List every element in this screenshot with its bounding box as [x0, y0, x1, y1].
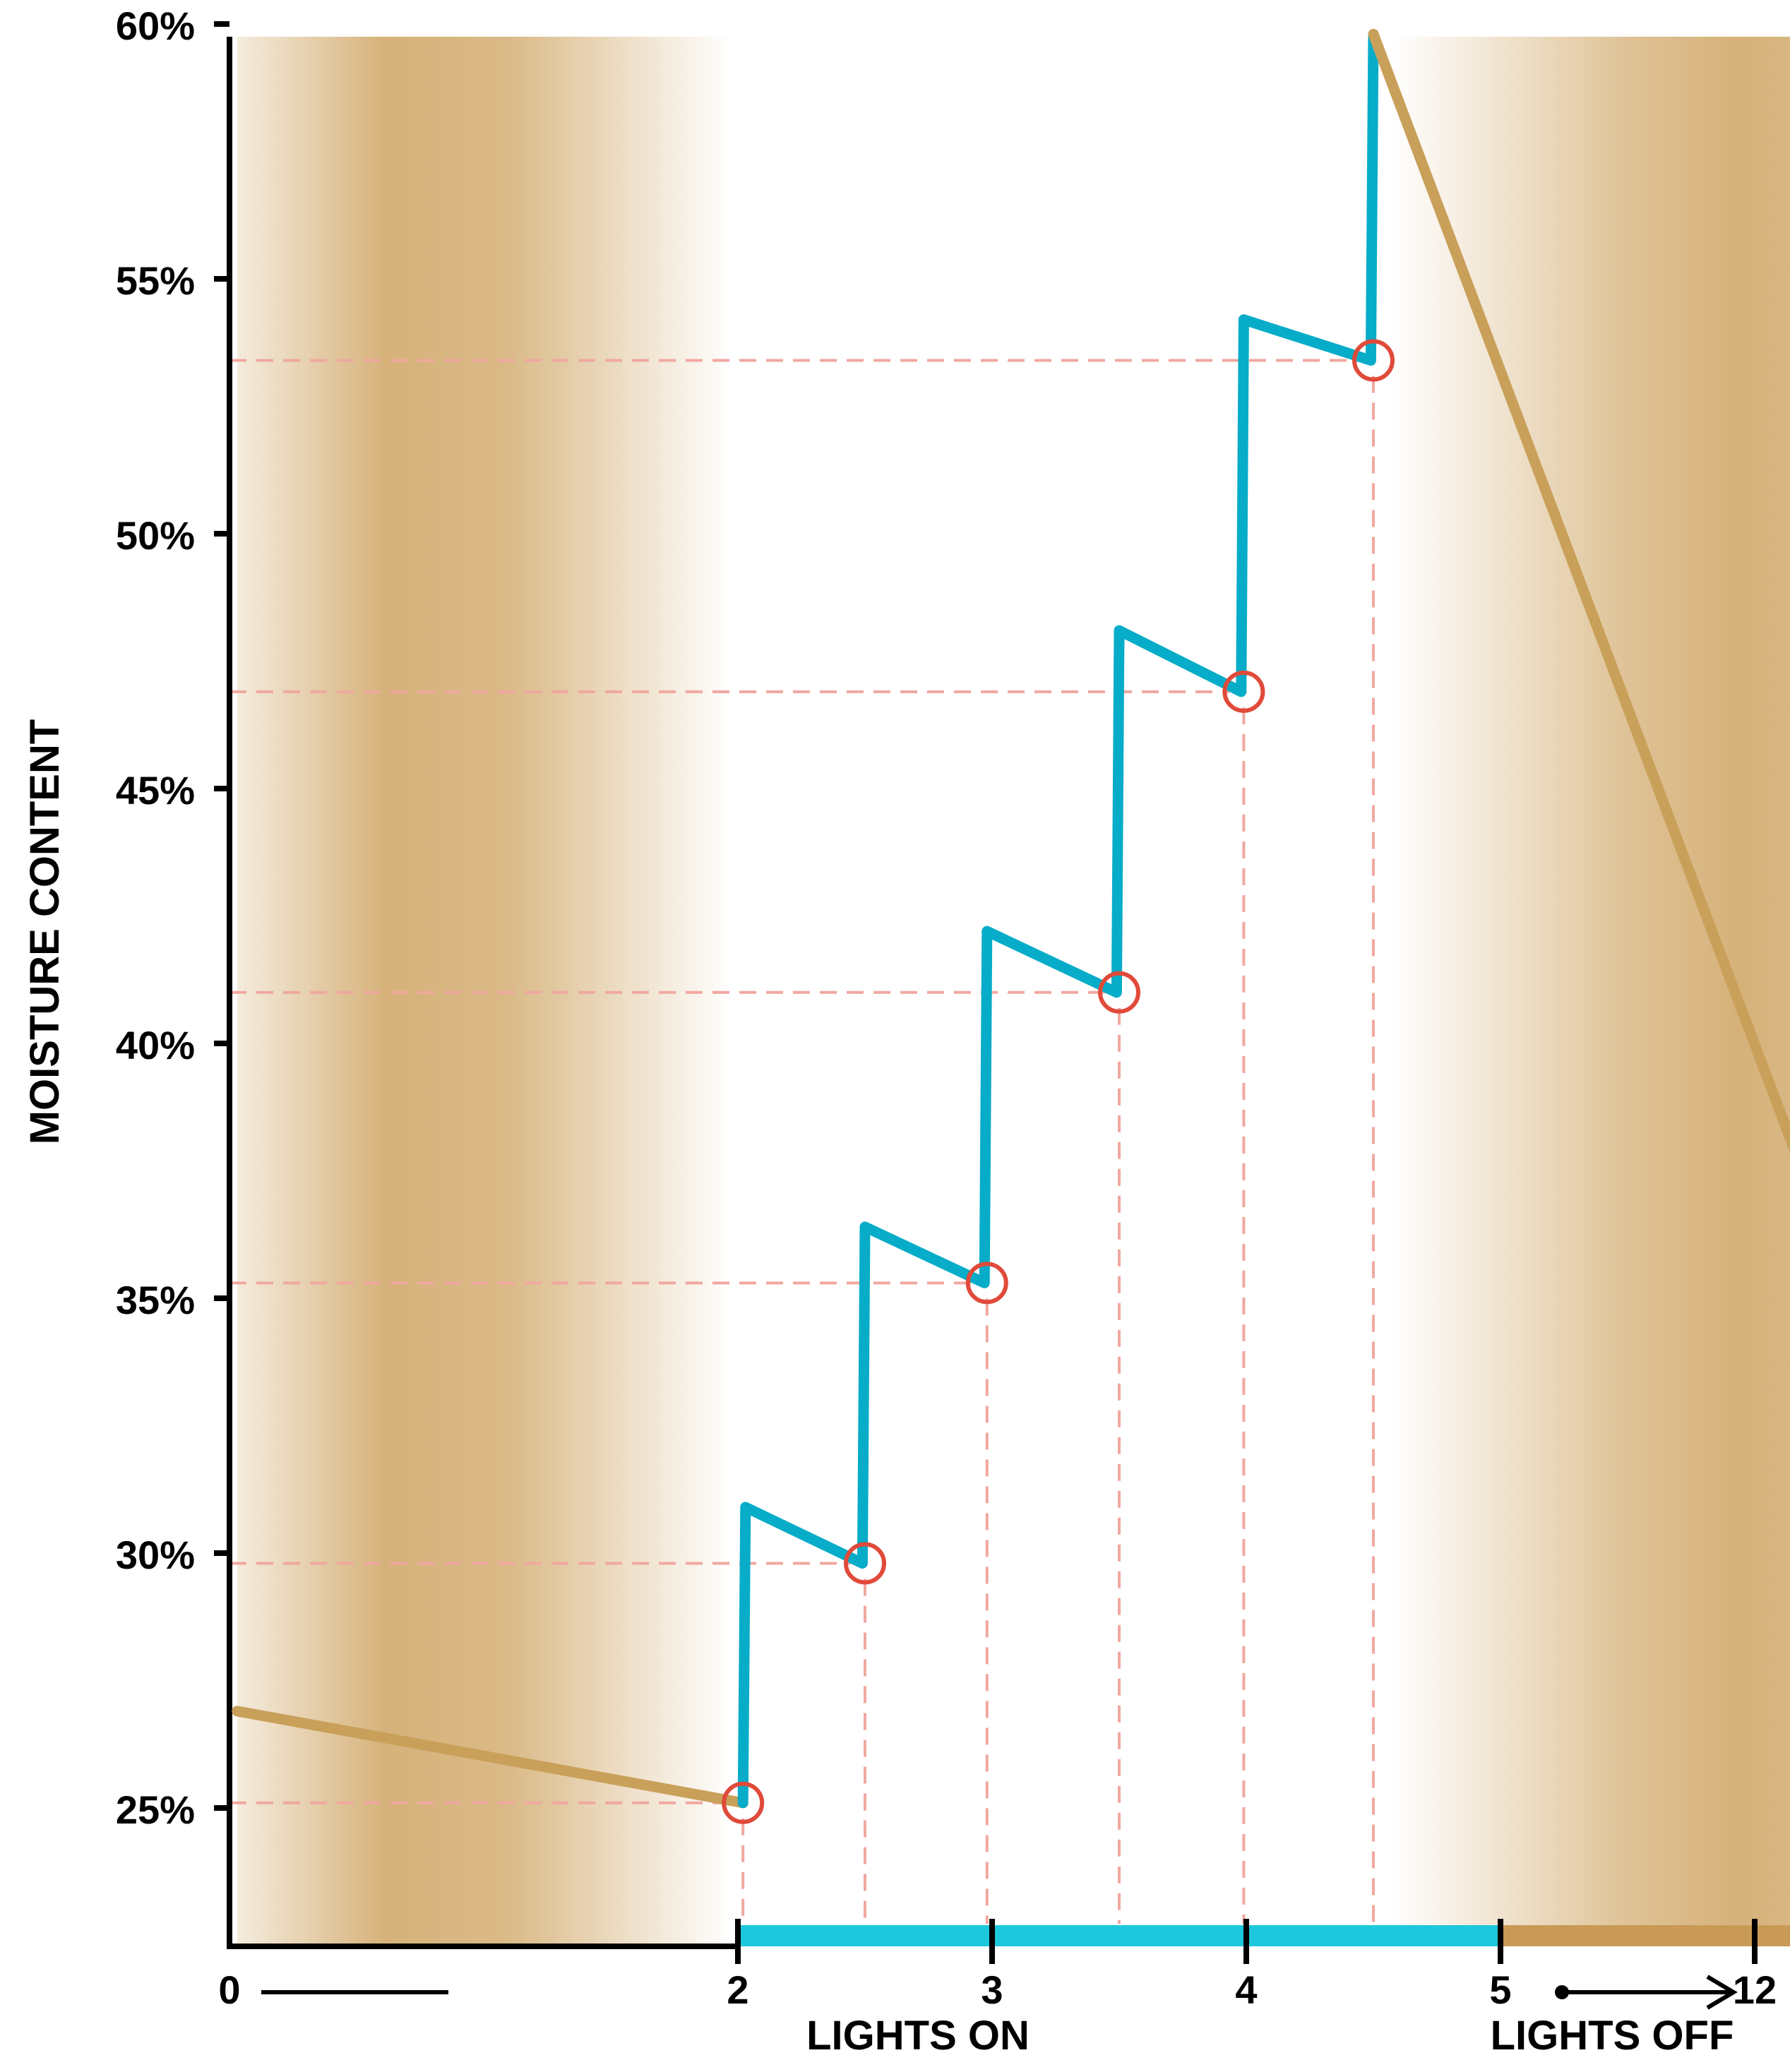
y-tick-label: 50% — [116, 513, 195, 558]
y-tick-label: 40% — [116, 1023, 195, 1067]
x-axis-ticks: 023451224 — [218, 1919, 1777, 2012]
y-axis-label: MOISTURE CONTENT — [22, 719, 68, 1145]
series-line-dry-back-after — [1368, 28, 1790, 1154]
series-line-irrigation — [737, 28, 1379, 1809]
lights-off-bar — [1500, 1925, 1790, 1946]
series-line-dry-back-before — [232, 1706, 748, 1809]
x-tick-label: 12 — [1733, 1968, 1777, 2012]
y-tick-label: 45% — [116, 768, 195, 813]
shot-markers — [722, 339, 1395, 1824]
lights-on-label: LIGHTS ON — [806, 2013, 1030, 2059]
shot-marker — [965, 1262, 1008, 1305]
shot-marker — [1222, 670, 1265, 713]
shot-marker — [1352, 339, 1395, 382]
x-tick-label: 3 — [981, 1968, 1003, 2012]
x-tick-label: 5 — [1489, 1968, 1511, 2012]
y-tick-label: 30% — [116, 1533, 195, 1577]
x-tick-label: 2 — [727, 1968, 748, 2012]
shot-guide-lines — [229, 359, 1375, 1924]
shot-marker — [1098, 971, 1140, 1014]
y-tick-label: 35% — [116, 1278, 195, 1322]
x-tick-label: 4 — [1235, 1968, 1257, 2012]
shot-marker — [844, 1542, 886, 1585]
lights-off-label: LIGHTS OFF — [1491, 2013, 1734, 2059]
series-layer — [232, 28, 1790, 1809]
y-tick-label: 55% — [116, 258, 195, 303]
y-tick-label: 60% — [116, 4, 195, 48]
shot-marker — [722, 1781, 765, 1824]
lights-on-bar — [738, 1925, 1500, 1946]
timeline-arrow-head — [1706, 1975, 1738, 2010]
dark-period-shade-right — [1393, 37, 1790, 1946]
y-tick-label: 25% — [116, 1787, 195, 1832]
x-tick-label: 0 — [218, 1968, 240, 2012]
y-axis-ticks: 60% 55% 50% 45% 40% 35% 30% 25% — [116, 4, 229, 1832]
axes — [227, 37, 738, 1949]
lights-phase-bar — [738, 1925, 1790, 1946]
